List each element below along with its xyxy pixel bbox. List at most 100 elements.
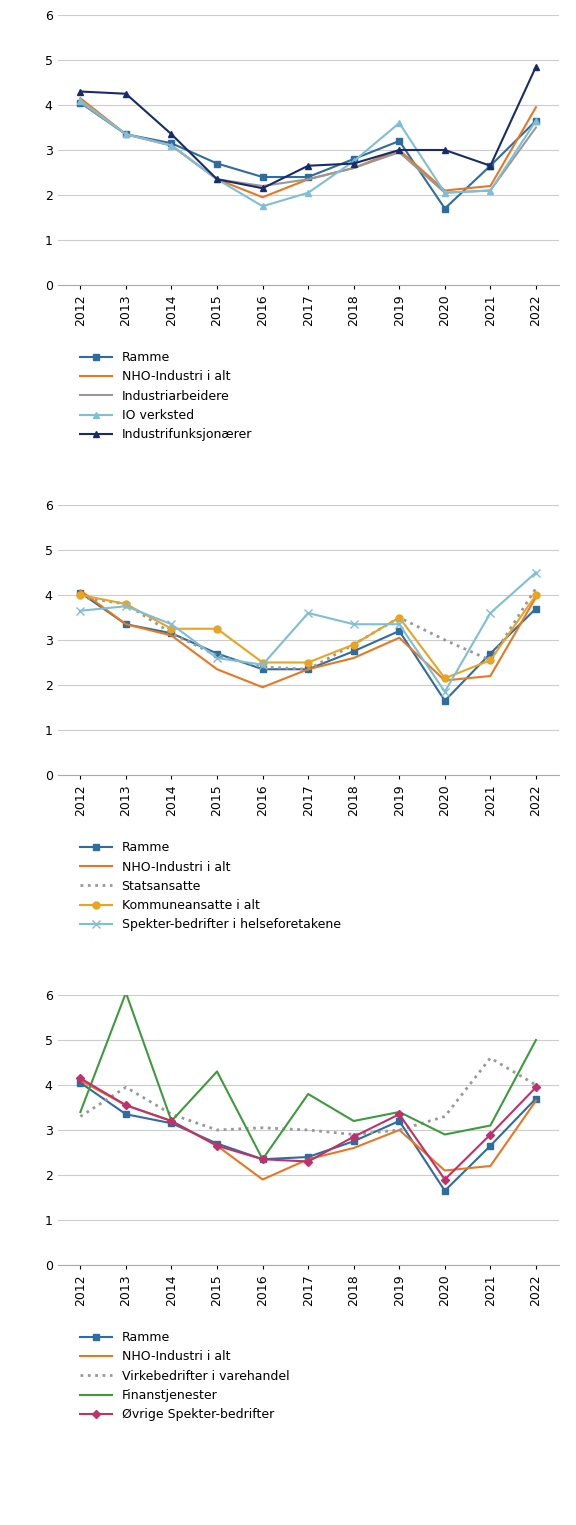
- Øvrige Spekter-bedrifter: [350, 1127, 357, 1145]
- Industriarbeidere: [214, 171, 221, 189]
- NHO-Industri i alt: [487, 1157, 494, 1176]
- Industrifunksjonærer: [77, 82, 84, 101]
- Statsansatte: [487, 651, 494, 669]
- Legend: Ramme, NHO-Industri i alt, Industriarbeidere, IO verksted, Industrifunksjonærer: Ramme, NHO-Industri i alt, Industriarbei…: [75, 346, 257, 447]
- Ramme: [123, 615, 130, 633]
- Statsansatte: [305, 660, 312, 679]
- Finanstjenester: [77, 1103, 84, 1121]
- Industriarbeidere: [259, 177, 266, 195]
- Spekter-bedrifter i helseforetakene: [77, 601, 84, 619]
- Industrifunksjonærer: [441, 140, 448, 159]
- Statsansatte: [123, 595, 130, 613]
- Spekter-bedrifter i helseforetakene: [168, 615, 175, 633]
- Ramme: [77, 584, 84, 602]
- Line: Industrifunksjonærer: Industrifunksjonærer: [77, 63, 539, 192]
- Kommuneansatte i alt: [441, 669, 448, 688]
- IO verksted: [305, 183, 312, 201]
- Ramme: [77, 93, 84, 111]
- Virkebedrifter i varehandel: [259, 1119, 266, 1138]
- Øvrige Spekter-bedrifter: [123, 1096, 130, 1115]
- Ramme: [487, 645, 494, 663]
- Ramme: [487, 157, 494, 175]
- Finanstjenester: [259, 1150, 266, 1168]
- Industriarbeidere: [487, 181, 494, 200]
- Industriarbeidere: [350, 159, 357, 177]
- Spekter-bedrifter i helseforetakene: [350, 615, 357, 633]
- Kommuneansatte i alt: [77, 586, 84, 604]
- Line: Øvrige Spekter-bedrifter: Øvrige Spekter-bedrifter: [78, 1075, 539, 1182]
- NHO-Industri i alt: [77, 1072, 84, 1090]
- Virkebedrifter i varehandel: [305, 1121, 312, 1139]
- Line: Kommuneansatte i alt: Kommuneansatte i alt: [77, 592, 539, 682]
- NHO-Industri i alt: [396, 140, 403, 159]
- NHO-Industri i alt: [441, 181, 448, 200]
- Line: Industriarbeidere: Industriarbeidere: [81, 102, 536, 192]
- NHO-Industri i alt: [350, 159, 357, 177]
- Line: Ramme: Ramme: [77, 99, 539, 212]
- NHO-Industri i alt: [487, 666, 494, 685]
- Virkebedrifter i varehandel: [350, 1125, 357, 1144]
- Ramme: [305, 660, 312, 679]
- IO verksted: [259, 197, 266, 215]
- Øvrige Spekter-bedrifter: [487, 1125, 494, 1144]
- Ramme: [214, 1135, 221, 1153]
- Finanstjenester: [214, 1063, 221, 1081]
- Finanstjenester: [396, 1103, 403, 1121]
- Ramme: [532, 599, 539, 618]
- IO verksted: [123, 125, 130, 143]
- Virkebedrifter i varehandel: [487, 1049, 494, 1067]
- Spekter-bedrifter i helseforetakene: [441, 683, 448, 702]
- Statsansatte: [532, 580, 539, 598]
- IO verksted: [168, 136, 175, 154]
- Industrifunksjonærer: [532, 58, 539, 76]
- Finanstjenester: [123, 984, 130, 1002]
- Industriarbeidere: [532, 119, 539, 137]
- Statsansatte: [441, 631, 448, 650]
- NHO-Industri i alt: [532, 589, 539, 607]
- NHO-Industri i alt: [214, 660, 221, 679]
- Industriarbeidere: [77, 93, 84, 111]
- Line: NHO-Industri i alt: NHO-Industri i alt: [81, 98, 536, 197]
- Kommuneansatte i alt: [532, 586, 539, 604]
- Legend: Ramme, NHO-Industri i alt, Virkebedrifter i varehandel, Finanstjenester, Øvrige : Ramme, NHO-Industri i alt, Virkebedrifte…: [75, 1327, 294, 1426]
- Finanstjenester: [305, 1084, 312, 1103]
- Line: NHO-Industri i alt: NHO-Industri i alt: [81, 590, 536, 688]
- Industrifunksjonærer: [487, 157, 494, 175]
- Virkebedrifter i varehandel: [123, 1078, 130, 1096]
- NHO-Industri i alt: [123, 125, 130, 143]
- Finanstjenester: [441, 1125, 448, 1144]
- Statsansatte: [214, 647, 221, 665]
- Spekter-bedrifter i helseforetakene: [123, 598, 130, 616]
- Øvrige Spekter-bedrifter: [77, 1069, 84, 1087]
- NHO-Industri i alt: [123, 615, 130, 633]
- Ramme: [259, 168, 266, 186]
- NHO-Industri i alt: [305, 1150, 312, 1168]
- Ramme: [441, 1182, 448, 1200]
- Line: Virkebedrifter i varehandel: Virkebedrifter i varehandel: [81, 1058, 536, 1135]
- NHO-Industri i alt: [441, 671, 448, 689]
- IO verksted: [214, 171, 221, 189]
- IO verksted: [350, 152, 357, 171]
- Kommuneansatte i alt: [487, 651, 494, 669]
- NHO-Industri i alt: [168, 627, 175, 645]
- Industrifunksjonærer: [259, 178, 266, 197]
- NHO-Industri i alt: [441, 1162, 448, 1180]
- Industrifunksjonærer: [396, 140, 403, 159]
- Ramme: [441, 692, 448, 711]
- NHO-Industri i alt: [350, 648, 357, 666]
- Finanstjenester: [168, 1112, 175, 1130]
- NHO-Industri i alt: [396, 1121, 403, 1139]
- Ramme: [214, 154, 221, 172]
- Øvrige Spekter-bedrifter: [168, 1112, 175, 1130]
- NHO-Industri i alt: [214, 1136, 221, 1154]
- Statsansatte: [168, 624, 175, 642]
- Spekter-bedrifter i helseforetakene: [532, 563, 539, 581]
- Ramme: [396, 622, 403, 640]
- NHO-Industri i alt: [168, 136, 175, 154]
- Kommuneansatte i alt: [123, 595, 130, 613]
- NHO-Industri i alt: [532, 1092, 539, 1110]
- Industriarbeidere: [168, 136, 175, 154]
- Ramme: [168, 134, 175, 152]
- Line: Statsansatte: Statsansatte: [81, 589, 536, 669]
- NHO-Industri i alt: [305, 660, 312, 679]
